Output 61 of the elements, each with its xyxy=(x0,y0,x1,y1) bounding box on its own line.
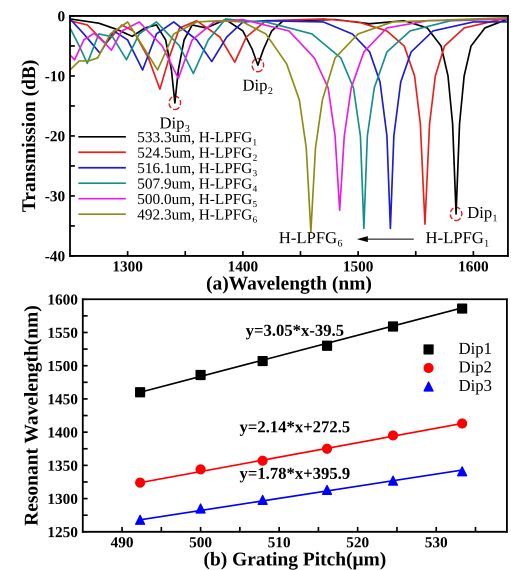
point xyxy=(258,356,268,366)
y-tick-label: 1500 xyxy=(48,360,78,372)
point xyxy=(135,514,146,525)
point xyxy=(322,484,332,496)
annotation: y=1.78*x+395.9 xyxy=(240,468,350,482)
x-tick-label: 1300 xyxy=(114,261,142,272)
y-axis-title: Resonant Wavelength(nm) xyxy=(24,306,42,526)
annotation: Dip₃ xyxy=(160,117,190,132)
x-tick-label: 530 xyxy=(425,537,448,548)
x-tick-label: 490 xyxy=(110,537,133,548)
point xyxy=(196,370,206,380)
x-tick-label: 500 xyxy=(190,537,212,548)
point xyxy=(135,478,146,488)
y-tick-label: 1600 xyxy=(48,294,78,305)
legend-label: 516.1um, H-LPFG₃ xyxy=(138,162,257,176)
annotation: H-LPFG₆ xyxy=(279,232,342,247)
y-axis-title: Transmission (dB) xyxy=(22,60,40,212)
y-tick-label: 1350 xyxy=(48,460,78,471)
point xyxy=(388,321,398,332)
y-tick-label: -30 xyxy=(45,191,65,202)
legend-label: 507.9um, H-LPFG₄ xyxy=(138,178,258,192)
annotation: H-LPFG₁ xyxy=(426,232,489,246)
x-tick-label: 520 xyxy=(346,537,369,548)
point xyxy=(388,430,398,441)
point xyxy=(457,466,468,476)
x-tick-label: 1400 xyxy=(228,261,258,272)
point xyxy=(457,418,468,429)
annotation: y=2.14*x+272.5 xyxy=(240,421,350,436)
legend-label: 492.3um, H-LPFG₆ xyxy=(138,209,257,223)
y-tick-label: 1550 xyxy=(48,328,78,338)
point xyxy=(196,464,206,474)
point xyxy=(258,456,268,466)
y-tick-label: 1300 xyxy=(48,494,78,504)
point xyxy=(258,494,268,506)
x-tick-label: 510 xyxy=(268,537,290,548)
annotation: Dip₁ xyxy=(468,206,497,222)
y-tick-label: -10 xyxy=(45,71,65,82)
point xyxy=(196,503,206,514)
y-tick-label: 0 xyxy=(58,11,65,22)
y-tick-label: -40 xyxy=(45,251,65,262)
point xyxy=(322,444,332,454)
point xyxy=(457,303,468,314)
annotation: Dip₂ xyxy=(242,80,272,94)
legend-label: 524.5um, H-LPFG₂ xyxy=(138,147,257,161)
y-tick-label: -20 xyxy=(45,131,65,142)
x-tick-label: 1600 xyxy=(459,261,488,272)
legend-label: 533.3um, H-LPFG₁ xyxy=(138,132,257,146)
legend-label: Dip3 xyxy=(459,380,492,394)
point xyxy=(388,476,398,486)
x-axis-title: (b) Grating Pitch(μm) xyxy=(204,552,386,570)
point xyxy=(135,387,146,398)
legend-label: Dip2 xyxy=(459,361,491,376)
y-tick-label: 1250 xyxy=(48,526,78,538)
y-tick-label: 1450 xyxy=(48,394,78,404)
point xyxy=(322,340,332,351)
annotation: y=3.05*x-39.5 xyxy=(246,324,344,340)
x-tick-label: 1500 xyxy=(344,261,373,272)
y-tick-label: 1400 xyxy=(48,427,78,438)
x-axis-title: (a)Wavelength (nm) xyxy=(206,276,372,294)
legend-label: Dip1 xyxy=(459,342,491,358)
legend-label: 500.0um, H-LPFG₅ xyxy=(138,194,257,208)
